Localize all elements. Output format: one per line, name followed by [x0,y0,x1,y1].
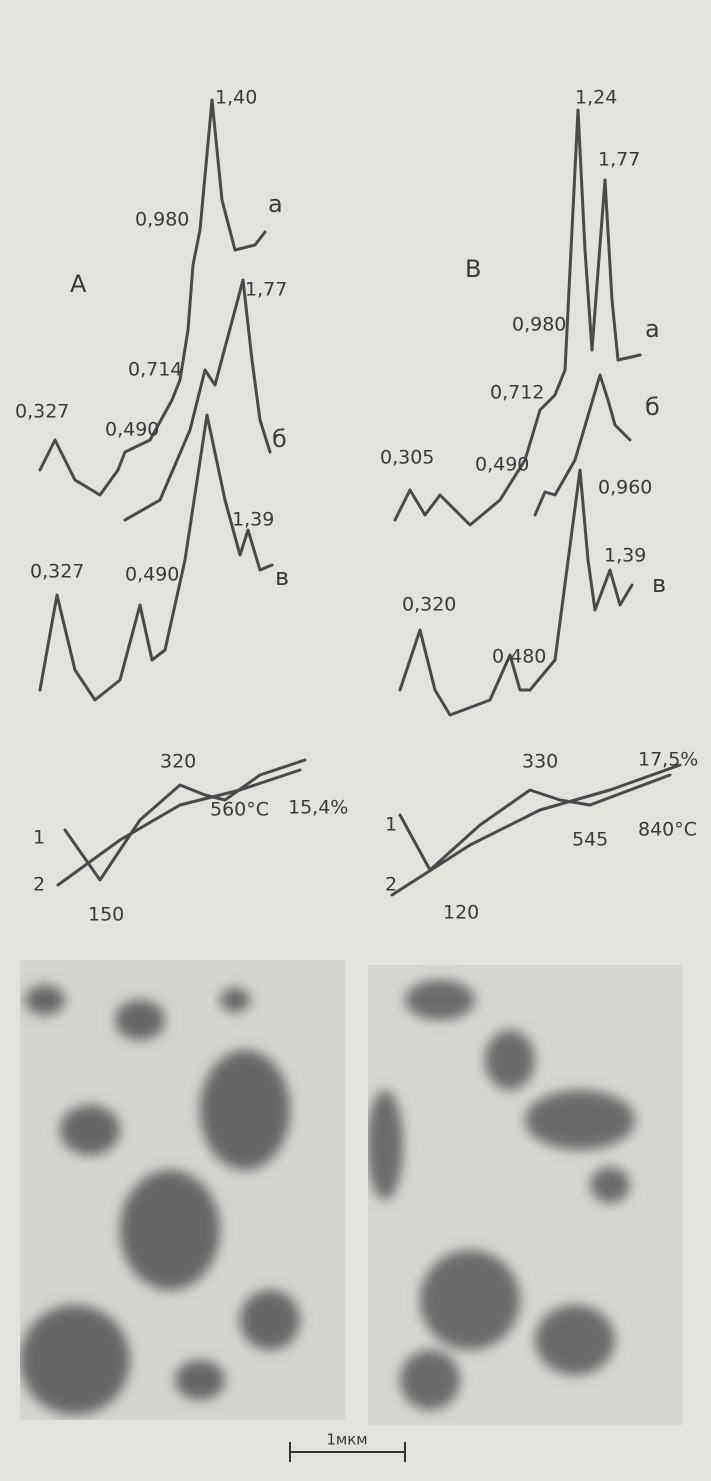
curve-label: а [645,315,660,343]
temp-label: 545 [572,829,608,851]
curve-label: 1 [385,814,397,836]
peak-label: 0,714 [128,359,182,381]
peak-label: 0,305 [380,447,434,469]
peak-label: 0,712 [490,382,544,404]
loss-label: 15,4% [288,797,348,819]
curve-label: 1 [33,827,45,849]
curve-label: в [275,563,289,591]
peak-label: 0,327 [15,401,69,423]
curve-label: в [652,570,666,598]
curve-label: 2 [33,874,45,896]
peak-label: 1,24 [575,87,617,109]
peak-label: 1,39 [604,545,646,567]
temp-label: 120 [443,902,479,924]
peak-label: 0,490 [105,419,159,441]
peak-label: 0,490 [125,564,179,586]
peak-label: 0,327 [30,561,84,583]
peak-label: 1,39 [232,509,274,531]
peak-label: 0,980 [512,314,566,336]
peak-label: 0,980 [135,209,189,231]
peak-label: 0,960 [598,477,652,499]
loss-label: 17,5% [638,749,698,771]
temp-label: 330 [522,751,558,773]
panel-label: B [465,255,481,283]
temp-label: 840°C [638,819,697,841]
peak-label: 0,490 [475,454,529,476]
temp-label: 320 [160,751,196,773]
peak-label: 1,40 [215,87,257,109]
panel-label: A [70,270,87,298]
curve-label: 2 [385,874,397,896]
curve-label: б [272,425,287,453]
curve-label: б [645,393,660,421]
peak-label: 0,320 [402,594,456,616]
scale-label: 1мкм [326,1431,367,1449]
figure: A 0,327 0,490 0,714 0,980 1,40 а 1,77 б … [0,0,711,1481]
peak-label: 1,77 [245,279,287,301]
curve-label: а [268,190,283,218]
temp-label: 150 [88,904,124,926]
peak-label: 1,77 [598,149,640,171]
temp-label: 560°C [210,799,269,821]
micrograph [20,960,345,1420]
micrograph [367,965,682,1425]
peak-label: 0,480 [492,646,546,668]
